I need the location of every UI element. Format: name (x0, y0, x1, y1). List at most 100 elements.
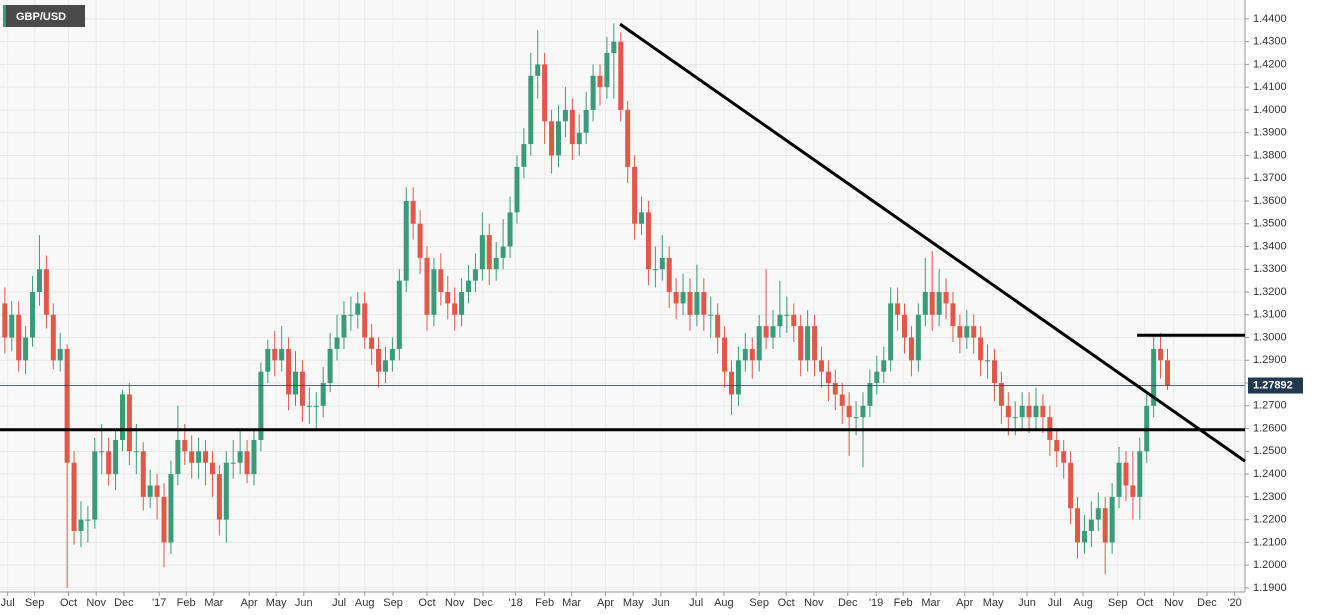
candle-body (1123, 462, 1129, 486)
candle-body (777, 314, 783, 327)
last-price-label: 1.27892 (1253, 379, 1293, 391)
candle-body (722, 337, 728, 372)
candle-body (438, 269, 444, 293)
candle-body (154, 485, 160, 497)
candle-body (334, 337, 340, 349)
candle-body (555, 121, 561, 156)
candle-body (479, 235, 485, 270)
x-tick-label: Sep (25, 597, 45, 609)
title-box (3, 5, 85, 27)
candle-body (569, 109, 575, 145)
candle-body (583, 109, 589, 133)
candle-body (389, 348, 395, 361)
candle-body (126, 394, 132, 452)
x-tick-label: '17 (152, 597, 166, 609)
candle-body (874, 371, 880, 384)
x-tick-label: Aug (714, 597, 734, 609)
candle-body (514, 166, 520, 213)
candle-body (486, 235, 492, 270)
candle-body (985, 360, 991, 362)
candle-body (30, 292, 36, 338)
x-tick-label: Feb (894, 597, 913, 609)
candle-body (223, 462, 229, 520)
candle-body (424, 257, 430, 315)
y-tick-label: 1.2100 (1253, 536, 1287, 548)
candle-body (500, 246, 506, 258)
candle-body (99, 451, 105, 453)
candle-body (258, 371, 264, 440)
x-tick-label: Oct (1136, 597, 1153, 609)
candle-body (133, 451, 139, 453)
candle-body (293, 371, 299, 395)
x-tick-label: '19 (869, 597, 883, 609)
candle-body (902, 314, 908, 338)
y-tick-label: 1.1900 (1253, 582, 1287, 594)
x-tick-label: Apr (956, 597, 973, 609)
candle-body (196, 451, 202, 463)
candle-body (929, 292, 935, 315)
y-tick-label: 1.4200 (1253, 58, 1287, 70)
candle-body (860, 405, 866, 418)
x-tick-label: Jun (1018, 597, 1036, 609)
x-tick-label: Feb (535, 597, 554, 609)
candle-body (590, 75, 596, 110)
candle-body (1102, 508, 1108, 543)
x-tick-label: Apr (597, 597, 614, 609)
candle-body (327, 348, 333, 384)
x-tick-label: Jul (689, 597, 703, 609)
x-tick-label: Aug (1073, 597, 1093, 609)
candle-body (1137, 451, 1143, 497)
trend-line (619, 22, 1246, 463)
y-tick-label: 1.3800 (1253, 149, 1287, 161)
candle-body (168, 474, 174, 543)
candle-body (355, 303, 361, 315)
candle-body (16, 314, 22, 361)
candle-body (140, 451, 146, 497)
candle-body (64, 348, 70, 463)
candle-body (798, 326, 804, 361)
candle-body (396, 280, 402, 349)
y-tick-label: 1.2300 (1253, 491, 1287, 503)
candle-body (286, 348, 292, 395)
x-tick-label: Feb (177, 597, 196, 609)
candle-body (452, 303, 458, 315)
candle-body (147, 485, 153, 497)
x-tick-label: Sep (1108, 597, 1128, 609)
y-tick-label: 1.3500 (1253, 218, 1287, 230)
candle-body (1005, 405, 1011, 418)
title-accent (3, 5, 6, 27)
last-price-box (1248, 377, 1303, 394)
candle-body (576, 132, 582, 145)
candle-body (652, 269, 658, 271)
candle-body (922, 292, 928, 315)
candle-body (881, 360, 887, 372)
y-tick-label: 1.3700 (1253, 172, 1287, 184)
x-tick-label: Nov (445, 597, 465, 609)
candle-body (846, 405, 852, 418)
candle-body (417, 223, 423, 258)
candle-body (382, 360, 388, 372)
candle-body (936, 292, 942, 315)
candle-body (825, 371, 831, 384)
x-tick-label: Dec (838, 597, 858, 609)
candle-body (528, 75, 534, 145)
candle-body (1081, 531, 1087, 543)
x-tick-label: May (983, 597, 1004, 609)
candle-body (348, 314, 354, 316)
x-tick-label: Oct (418, 597, 435, 609)
candle-body (680, 292, 686, 304)
x-tick-label: Mar (562, 597, 581, 609)
candle-body (735, 360, 741, 395)
candle-body (272, 348, 278, 361)
candle-body (701, 292, 707, 315)
y-tick-label: 1.3000 (1253, 331, 1287, 343)
candle-body (85, 519, 91, 521)
x-tick-label: Mar (204, 597, 223, 609)
candle-body (867, 383, 873, 406)
candle-body (306, 405, 312, 407)
candle-body (265, 348, 271, 372)
candle-body (1075, 508, 1081, 543)
candle-body (839, 394, 845, 406)
candle-body (549, 121, 555, 156)
candle-body (313, 405, 319, 407)
